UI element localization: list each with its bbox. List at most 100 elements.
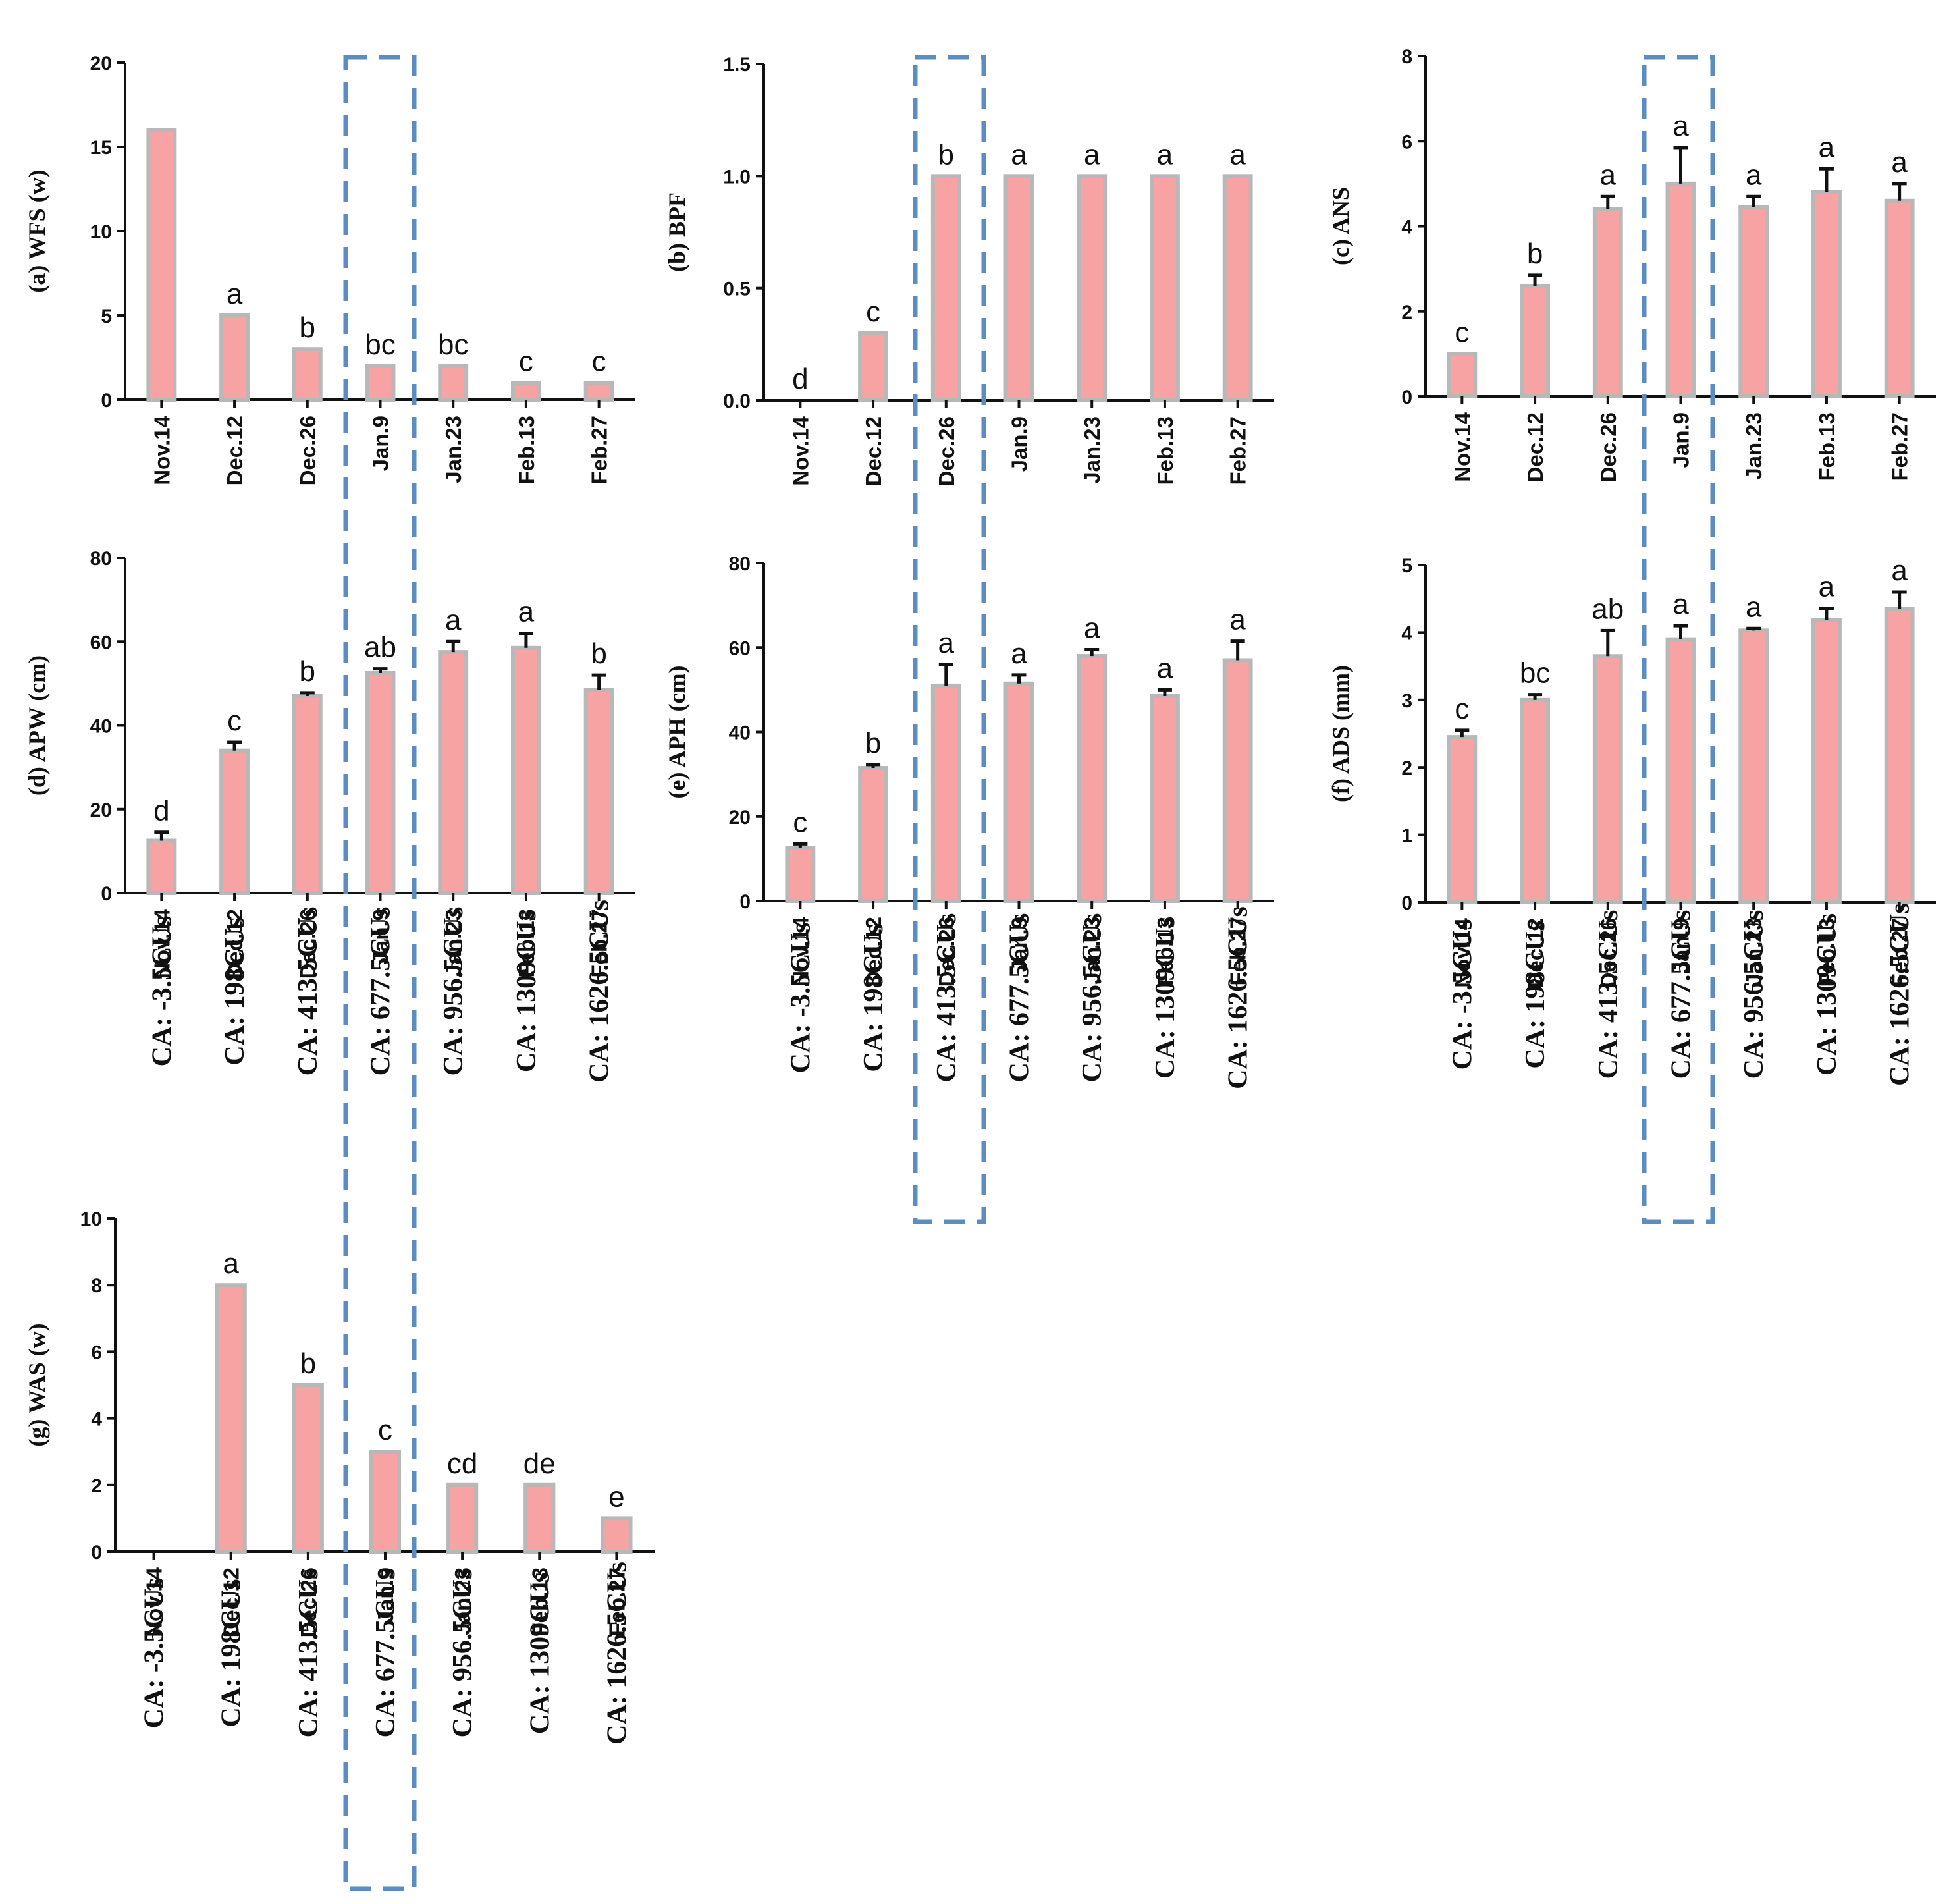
bar: [1811, 618, 1842, 905]
bar: [438, 364, 469, 402]
y-tick-label: 0: [91, 1542, 102, 1564]
significance-label: b: [938, 138, 954, 171]
y-tick-label: 10: [80, 1209, 102, 1230]
bar: [1222, 658, 1253, 903]
y-tick-label: 6: [1401, 131, 1412, 153]
significance-label: a: [1084, 612, 1100, 644]
y-tick-label: 3: [1401, 690, 1412, 712]
x-tick-label: Feb.27: [1226, 917, 1250, 986]
x-tick-label: Jan.9: [369, 416, 393, 471]
significance-label: b: [300, 1347, 316, 1380]
bar: [1520, 697, 1550, 905]
x-tick-label: Nov.14: [1450, 917, 1474, 987]
significance-label: a: [938, 627, 955, 659]
ca-label: CA: 198CUs: [1520, 920, 1551, 1068]
ca-label: CA: 198CUs: [217, 1579, 247, 1727]
significance-label: a: [223, 1247, 239, 1280]
significance-label: c: [519, 345, 533, 377]
x-tick-label: Feb.13: [1815, 918, 1839, 987]
bar: [292, 347, 323, 402]
significance-label: a: [445, 604, 462, 636]
x-tick-label: Jan.23: [1080, 917, 1104, 985]
bar: [219, 748, 250, 896]
chart-b: 0.0 0.5 1.0 1.5 (b) BPF d Nov.14 c Dec.12 b Dec.26…: [664, 54, 1274, 486]
bar: [583, 688, 614, 895]
y-axis-label: (a) WFS (w): [24, 169, 50, 292]
bar: [1592, 654, 1623, 904]
y-tick-label: 4: [91, 1409, 102, 1430]
significance-label: a: [1746, 159, 1762, 191]
y-tick-label: 2: [91, 1475, 102, 1497]
chart-c: 0 2 4 6 8 (c) ANS c Nov.14 b Dec.12 a Dec.26 a Jan.9 a…: [1327, 46, 1936, 482]
significance-label: a: [518, 596, 535, 628]
bar: [1447, 352, 1478, 398]
x-tick-label: Jan.9: [1669, 918, 1694, 973]
significance-label: c: [378, 1414, 392, 1446]
y-tick-label: 10: [90, 221, 112, 243]
ca-label: CA: -3.5CUs: [140, 1578, 170, 1729]
y-tick-label: 8: [91, 1275, 102, 1297]
significance-label: ab: [364, 632, 396, 664]
x-tick-label: Jan.23: [441, 416, 466, 483]
significance-label: a: [1229, 138, 1246, 171]
x-tick-label: Feb.13: [514, 909, 539, 978]
x-tick-label: Jan.9: [1007, 416, 1032, 472]
x-tick-label: Feb.13: [514, 416, 539, 485]
y-tick-label: 60: [90, 632, 112, 653]
x-tick-label: Feb.13: [1815, 412, 1839, 481]
y-tick-label: 0: [1401, 387, 1412, 408]
y-axis-label: (e) APH (cm): [664, 666, 690, 799]
ca-label: CA: 956.5CUs: [1739, 910, 1769, 1079]
bar: [1884, 198, 1915, 398]
significance-label: a: [227, 278, 243, 310]
x-tick-label: Dec.26: [296, 1567, 321, 1637]
x-tick-label: Jan.9: [1669, 412, 1694, 468]
x-tick-label: Nov.14: [149, 908, 174, 978]
significance-label: a: [1011, 138, 1027, 171]
significance-label: b: [591, 638, 606, 670]
significance-label: c: [227, 705, 242, 737]
bar: [858, 766, 888, 903]
bar: [785, 846, 816, 903]
bar: [1738, 628, 1769, 904]
bar: [438, 650, 469, 895]
y-tick-label: 60: [729, 638, 751, 659]
significance-label: d: [792, 363, 808, 395]
x-tick-label: Jan.9: [1007, 917, 1032, 972]
x-tick-label: Dec.12: [1523, 918, 1547, 988]
significance-label: a: [1891, 146, 1908, 178]
significance-label: c: [793, 806, 807, 838]
y-tick-label: 80: [90, 548, 112, 570]
y-tick-label: 20: [729, 807, 751, 829]
x-tick-label: Jan.23: [450, 1567, 475, 1635]
bar: [1665, 181, 1696, 398]
x-tick-label: Dec.26: [296, 909, 320, 979]
y-axis-label: (d) APW (cm): [24, 655, 50, 796]
bar: [523, 1482, 556, 1554]
bar: [511, 645, 541, 895]
significance-label: c: [1455, 693, 1469, 725]
ca-label: CA: 677.5CUs: [1005, 913, 1035, 1083]
x-tick-label: Nov.14: [788, 416, 813, 485]
y-axis-label: (b) BPF: [664, 192, 690, 272]
bar: [1222, 174, 1253, 402]
y-tick-label: 2: [1401, 757, 1412, 779]
significance-label: e: [608, 1481, 624, 1513]
significance-label: c: [1455, 316, 1469, 348]
x-tick-label: Feb.27: [587, 909, 612, 978]
x-tick-label: Feb.27: [1888, 918, 1912, 987]
significance-label: c: [866, 296, 880, 328]
x-tick-label: Dec.12: [223, 909, 247, 979]
significance-label: a: [1600, 159, 1617, 191]
bar: [292, 1383, 324, 1554]
bar: [369, 1450, 402, 1554]
bar: [1077, 174, 1108, 402]
bar: [1003, 681, 1034, 903]
x-tick-label: Feb.27: [587, 416, 612, 485]
bar: [930, 683, 961, 904]
bar: [858, 331, 888, 402]
